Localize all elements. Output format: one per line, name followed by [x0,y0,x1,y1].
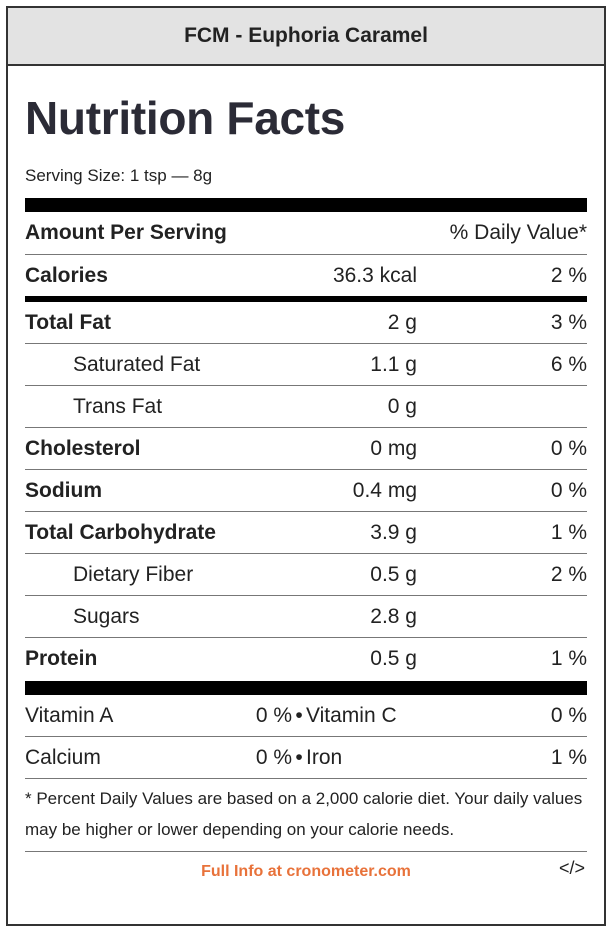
nutrient-amount: 0.5 g [370,562,417,586]
nutrition-label: FCM - Euphoria Caramel Nutrition Facts S… [6,6,606,926]
nutrient-dv: 0 % [550,436,587,460]
nutrient-dv: 0 % [550,478,587,502]
nutrient-row-sugars: Sugars 2.8 g [25,596,587,638]
daily-value-footnote: * Percent Daily Values are based on a 2,… [25,779,587,852]
embed-code-icon[interactable]: </> [558,858,585,878]
nutrient-amount: 2 g [387,310,417,334]
nutrient-amount: 2.8 g [370,604,417,628]
amount-per-serving-row: Amount Per Serving % Daily Value* [25,212,587,255]
product-title: FCM - Euphoria Caramel [8,8,604,66]
mineral-name: Calcium [25,745,101,769]
footer: Full Info at cronometer.com </> [25,852,587,892]
nutrient-amount: 0.4 mg [352,478,417,502]
mineral-name: Iron [306,745,343,769]
nutrient-row-cholesterol: Cholesterol 0 mg 0 % [25,428,587,470]
vitamin-dv: 0 % [255,703,292,727]
nutrient-name: Total Fat [25,310,111,334]
vitamin-name: Vitamin A [25,703,114,727]
nutrient-amount: 0 g [387,394,417,418]
nutrient-name: Total Carbohydrate [25,520,216,544]
mineral-dv: 1 % [550,745,587,769]
nutrient-dv: 2 % [550,562,587,586]
vitamin-row: Vitamin A 0 % • Vitamin C 0 % [25,695,587,737]
nutrient-amount: 0.5 g [370,646,417,670]
nutrient-name: Sodium [25,478,102,502]
nutrient-dv: 6 % [550,352,587,376]
nutrient-row-trans-fat: Trans Fat 0 g [25,386,587,428]
nutrient-name: Trans Fat [73,394,163,418]
nutrient-dv: 1 % [550,646,587,670]
calories-dv: 2 % [550,263,587,287]
nutrient-dv: 3 % [550,310,587,334]
nutrient-name: Dietary Fiber [73,562,194,586]
calories-row: Calories 36.3 kcal 2 % [25,255,587,302]
nutrient-row-sodium: Sodium 0.4 mg 0 % [25,470,587,512]
daily-value-header: % Daily Value* [449,221,587,244]
calories-amount: 36.3 kcal [332,263,417,287]
nutrient-name: Protein [25,646,98,670]
nutrient-row-dietary-fiber: Dietary Fiber 0.5 g 2 % [25,554,587,596]
amount-per-serving-label: Amount Per Serving [25,221,227,244]
bullet-separator: • [295,703,303,727]
nutrient-amount: 0 mg [370,436,417,460]
label-content: Nutrition Facts Serving Size: 1 tsp — 8g… [25,66,587,892]
nutrition-facts-heading: Nutrition Facts [25,92,346,144]
nutrient-row-total-fat: Total Fat 2 g 3 % [25,302,587,344]
nutrient-row-total-carbohydrate: Total Carbohydrate 3.9 g 1 % [25,512,587,554]
nutrient-row-saturated-fat: Saturated Fat 1.1 g 6 % [25,344,587,386]
nutrient-name: Cholesterol [25,436,141,460]
mineral-dv: 0 % [255,745,292,769]
nutrient-amount: 1.1 g [370,352,417,376]
vitamin-name: Vitamin C [306,703,397,727]
nutrient-dv: 1 % [550,520,587,544]
nutrient-name: Saturated Fat [73,352,201,376]
thick-divider [25,681,587,695]
serving-size: Serving Size: 1 tsp — 8g [25,166,213,185]
thick-divider [25,198,587,212]
calories-label: Calories [25,263,108,287]
mineral-row: Calcium 0 % • Iron 1 % [25,737,587,779]
nutrient-amount: 3.9 g [370,520,417,544]
nutrient-row-protein: Protein 0.5 g 1 % [25,638,587,679]
vitamin-dv: 0 % [550,703,587,727]
nutrient-name: Sugars [73,604,140,628]
cronometer-link[interactable]: Full Info at cronometer.com [201,863,411,880]
bullet-separator: • [295,745,303,769]
